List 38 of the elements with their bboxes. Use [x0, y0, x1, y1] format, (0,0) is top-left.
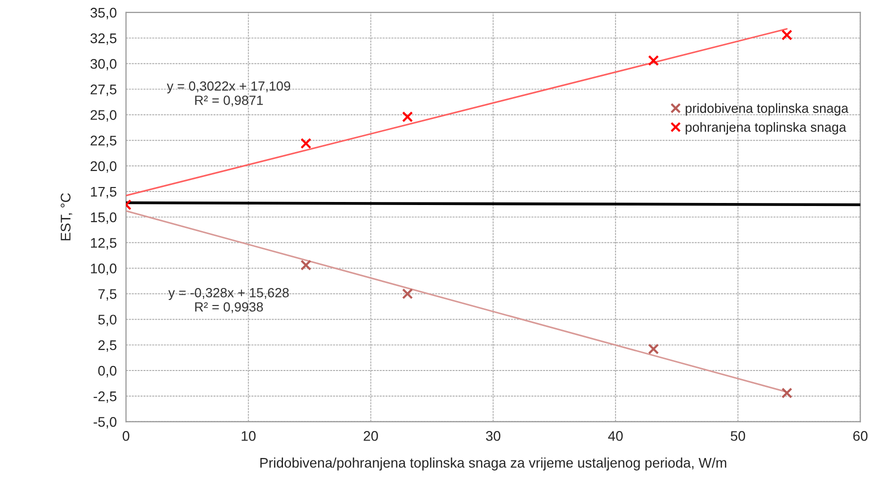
annotation: y = 0,3022x + 17,109 R² = 0,9871 — [166, 81, 290, 107]
x-tick-label: 50 — [730, 431, 746, 441]
y-tick-label: 32,5 — [90, 33, 116, 45]
point — [402, 288, 413, 300]
x-tick-label: 60 — [853, 431, 868, 441]
y-tick-label: 5,0 — [98, 314, 116, 326]
point — [781, 30, 792, 40]
y-axis-title: EST, °C — [60, 193, 72, 240]
legend-label: pridobivena toplinska snaga — [686, 103, 848, 116]
point — [648, 55, 659, 66]
y-tick-label: 0,0 — [98, 366, 116, 378]
y-tick-label: 15,0 — [91, 212, 116, 224]
point — [402, 111, 413, 122]
y-tick-label: 20,0 — [90, 161, 116, 173]
y-tick-label: 2,5 — [98, 340, 116, 352]
y-tick-label: 30,0 — [90, 58, 116, 70]
x-tick-label: 20 — [364, 431, 378, 441]
y-tick-label: 25,0 — [90, 110, 116, 122]
x-tick-label: 0 — [122, 431, 130, 441]
y-tick-label: 22,5 — [90, 136, 116, 148]
annotation: y = -0,328x + 15,628 R² = 0,9938 — [168, 288, 289, 314]
x-axis-title: Pridobivena/pohranjena toplinska snaga za vrijeme ustaljenog perioda, W/m — [260, 458, 726, 470]
y-tick-label: 35,0 — [90, 8, 116, 20]
legend-label: pohranjena toplinska snaga — [686, 122, 846, 134]
y-tick-label: 10,0 — [91, 264, 116, 276]
point — [781, 388, 792, 398]
point — [300, 138, 312, 149]
y-tick-label: 17,5 — [91, 186, 116, 198]
y-tick-label: 7,5 — [98, 289, 116, 301]
y-tick-label: 12,5 — [91, 238, 116, 250]
y-tick-label: -5,0 — [94, 416, 116, 428]
point — [648, 344, 659, 354]
x-tick-label: 30 — [486, 431, 500, 441]
y-tick-label: -2,5 — [94, 391, 116, 403]
x-tick-label: 10 — [242, 431, 256, 441]
y-tick-label: 27,5 — [90, 84, 116, 96]
x-tick-label: 40 — [608, 431, 623, 441]
point — [300, 260, 312, 271]
